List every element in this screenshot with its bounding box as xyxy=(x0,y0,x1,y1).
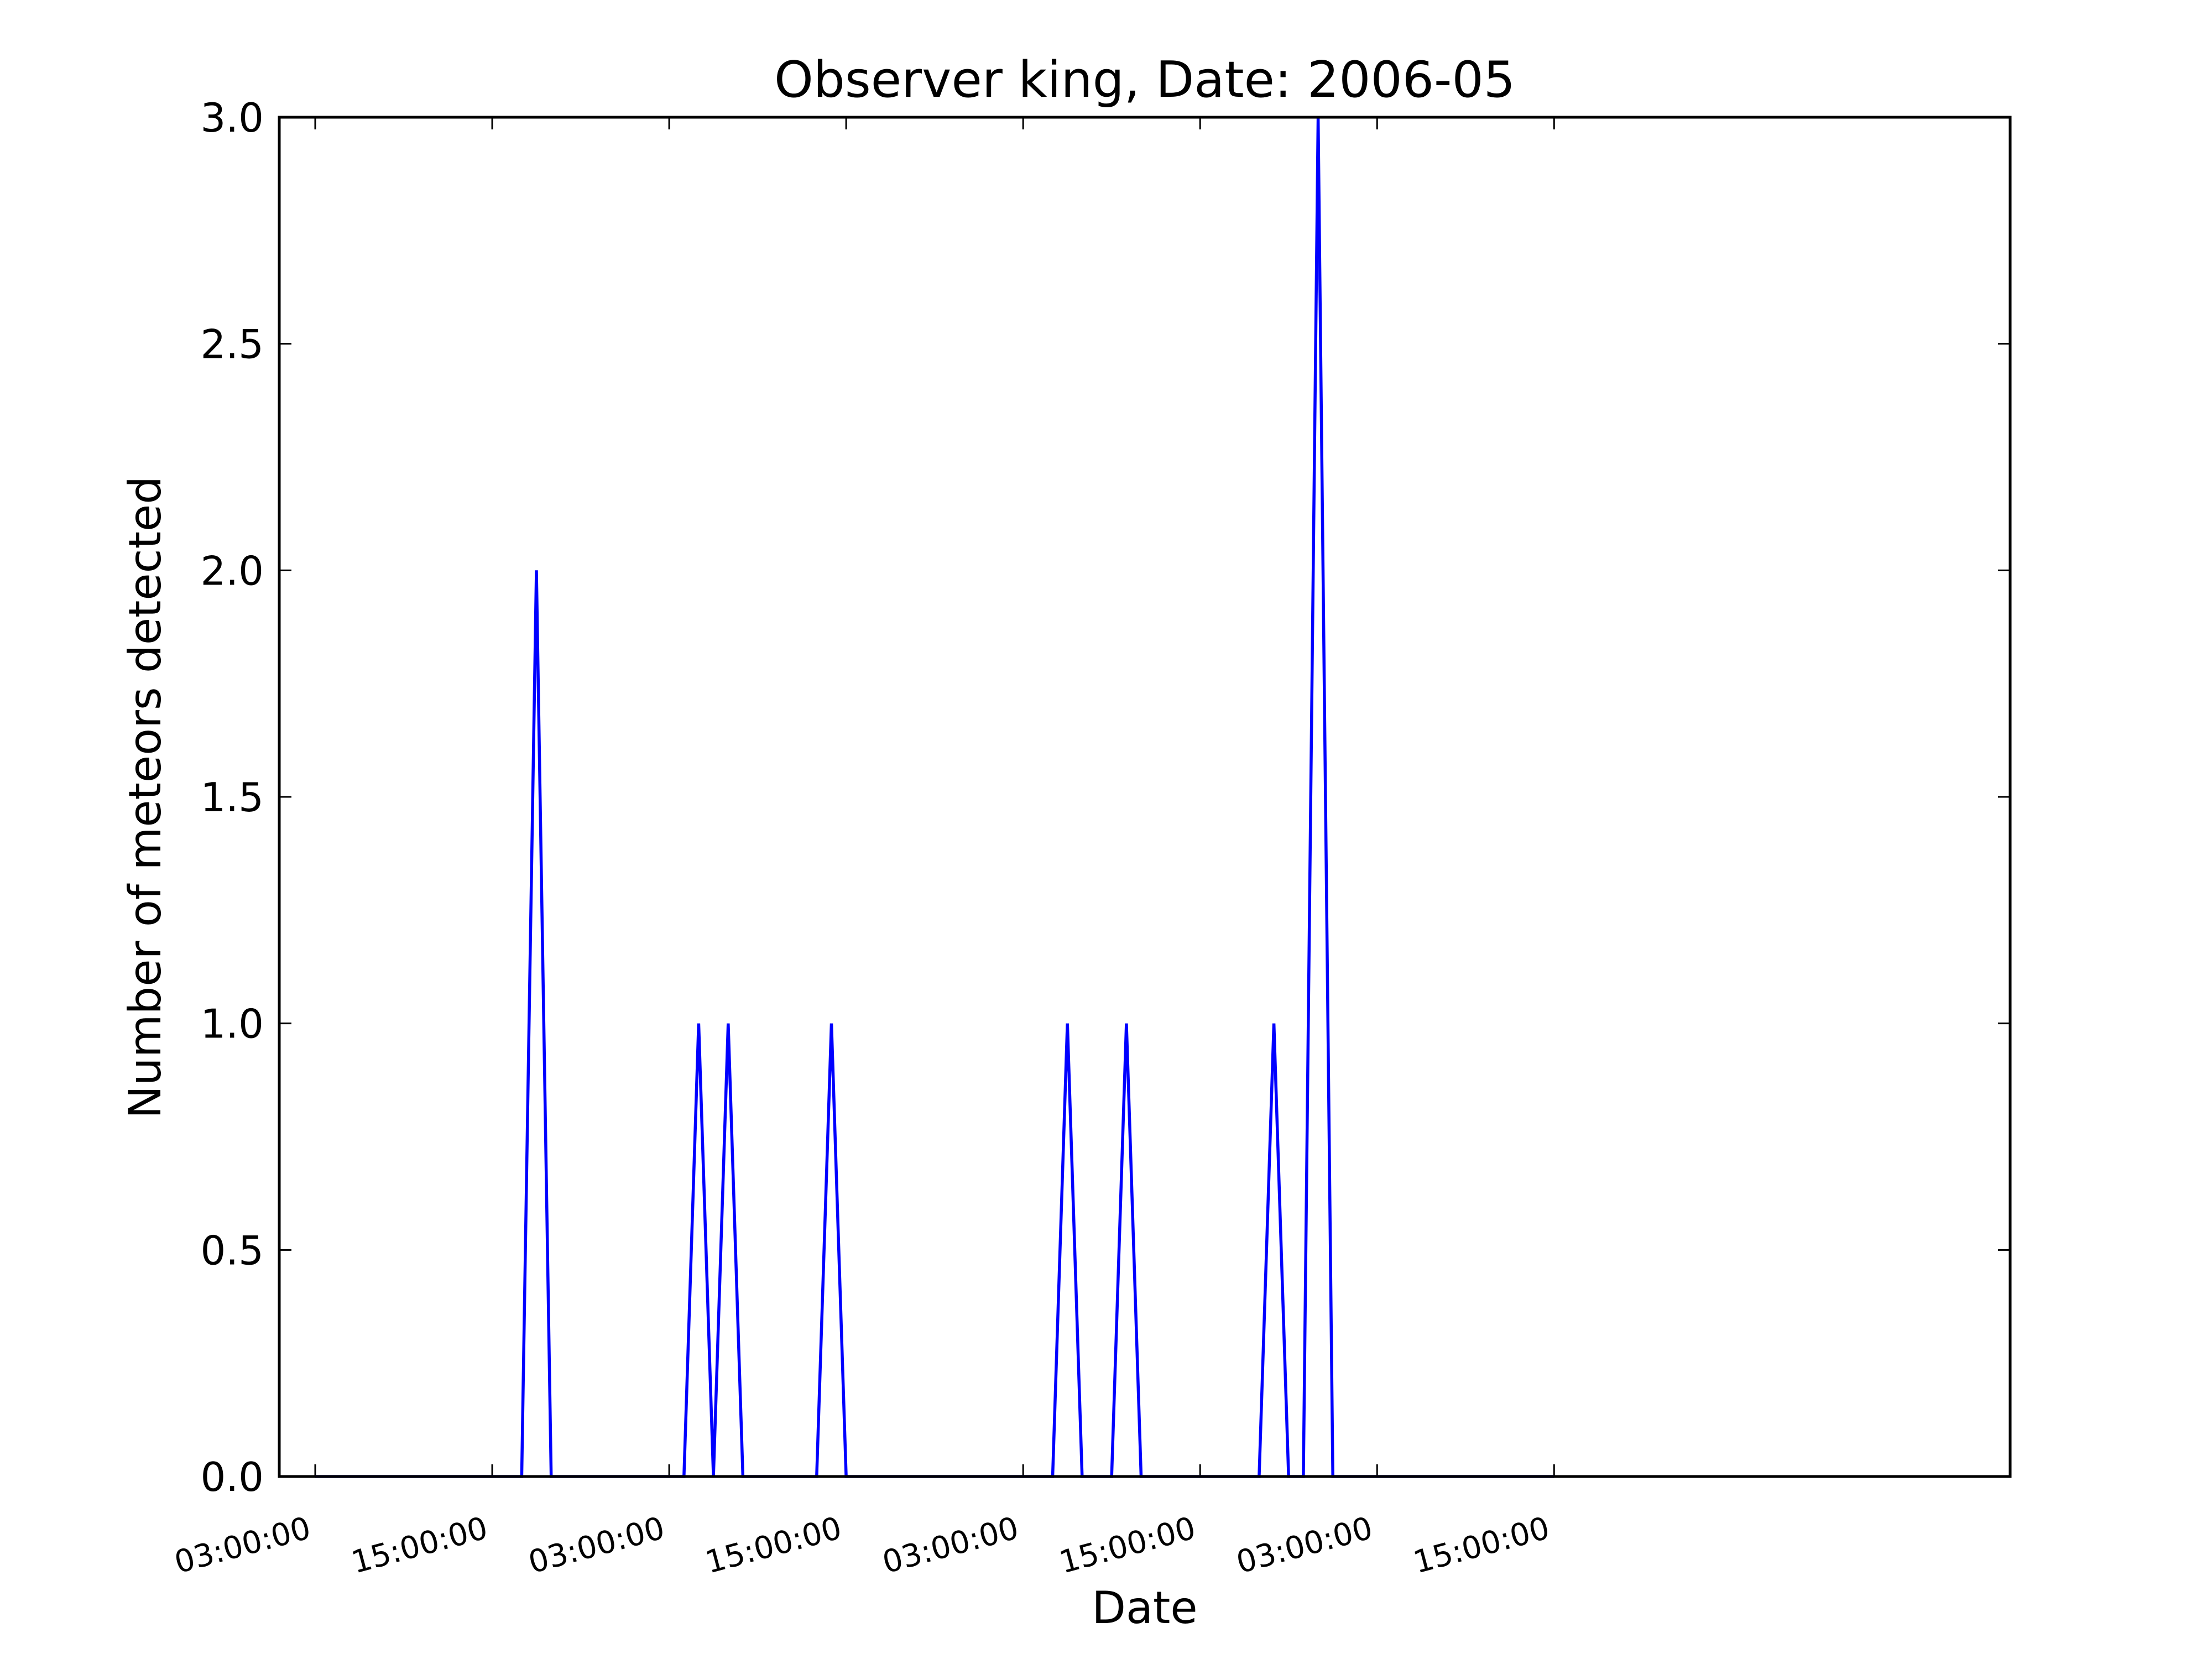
y-tick-label: 0.5 xyxy=(200,1227,264,1274)
y-tick-label: 2.0 xyxy=(200,547,264,594)
x-axis-label: Date xyxy=(1092,1582,1197,1634)
y-axis-label: Number of meteors detected xyxy=(119,476,171,1119)
y-tick-label: 1.0 xyxy=(200,1001,264,1047)
chart-title: Observer king, Date: 2006-05 xyxy=(774,51,1515,109)
plot-frame xyxy=(278,116,2012,1478)
y-tick-label: 2.5 xyxy=(200,321,264,368)
y-tick-labels: 0.0 0.5 1.0 1.5 2.0 2.5 3.0 xyxy=(200,95,264,1500)
y-tick-label: 0.0 xyxy=(200,1454,264,1500)
y-tick-label: 1.5 xyxy=(200,774,264,821)
y-tick-label: 3.0 xyxy=(200,95,264,141)
